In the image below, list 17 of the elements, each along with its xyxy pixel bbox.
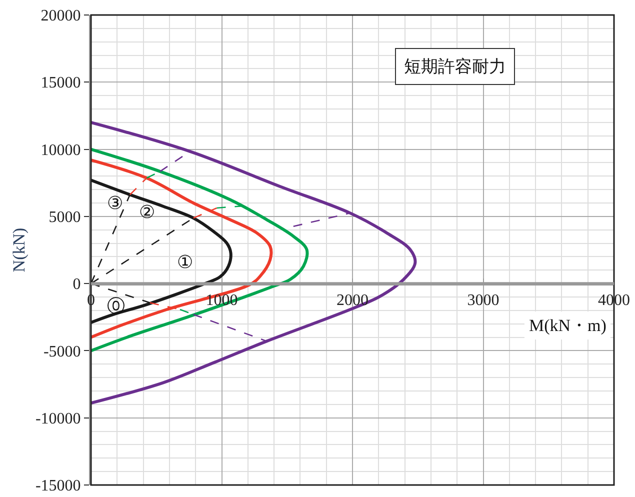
- y-axis-title: N(kN): [10, 228, 29, 272]
- y-tick-label: 5000: [48, 209, 81, 226]
- x-axis-title: M(kN・m): [529, 316, 606, 335]
- y-tick-label: 20000: [40, 8, 81, 25]
- y-tick-label: -10000: [35, 410, 81, 428]
- y-tick-label: 10000: [40, 142, 81, 159]
- y-tick-label: -15000: [35, 478, 81, 495]
- x-tick-label: 3000: [467, 292, 500, 309]
- x-tick-label: 2000: [336, 292, 368, 309]
- annotation: ①: [177, 252, 193, 272]
- annotation: ⓪: [107, 296, 125, 316]
- annotation: ②: [139, 202, 155, 222]
- annotation: ③: [107, 193, 123, 213]
- y-tick-label: 0: [72, 276, 81, 294]
- y-tick-label: -5000: [43, 343, 81, 360]
- y-tick-label: 15000: [40, 74, 81, 92]
- text: 短期許容耐力: [404, 57, 506, 76]
